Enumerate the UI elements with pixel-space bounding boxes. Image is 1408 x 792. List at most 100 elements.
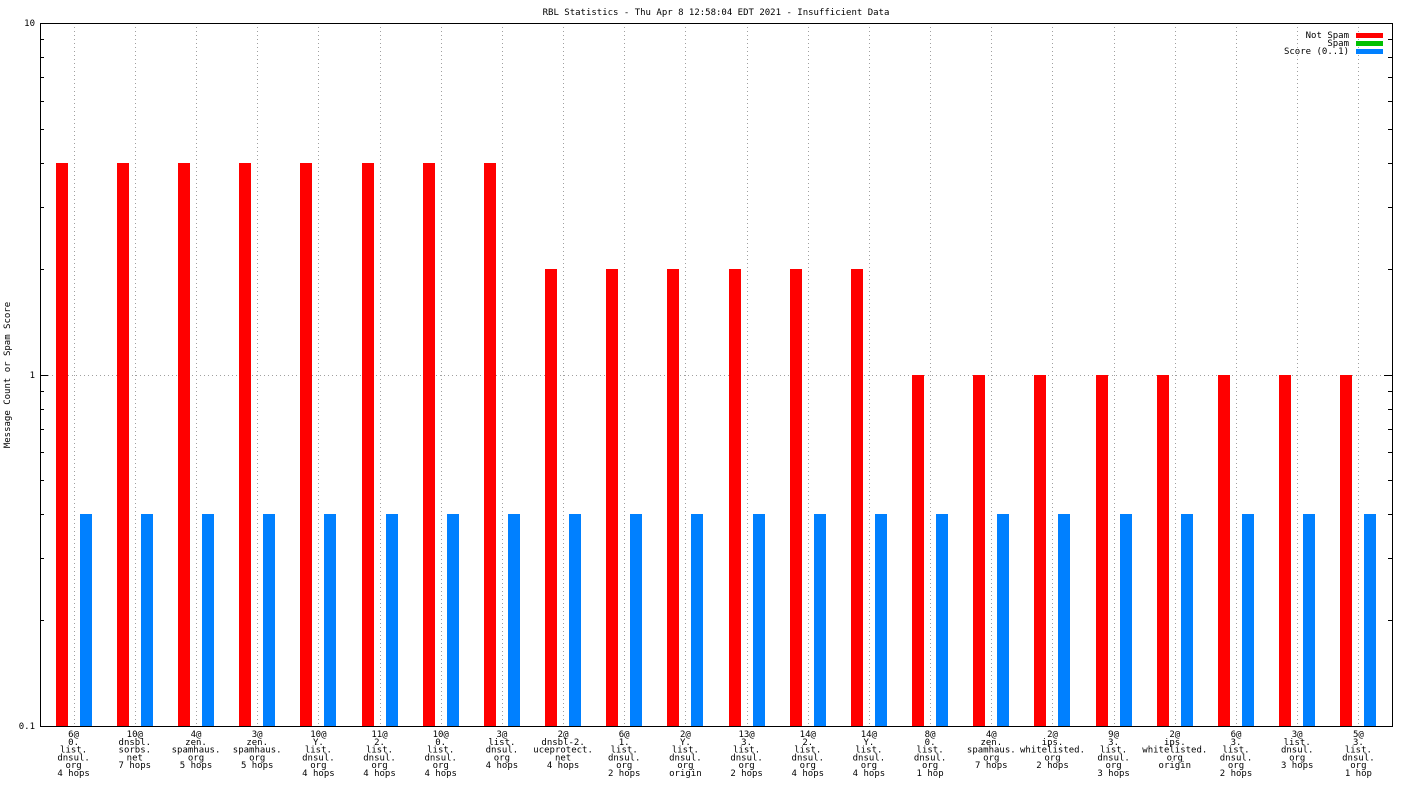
bar-score-0-1 — [1242, 514, 1254, 726]
x-tick-label: 2@ — [1047, 730, 1058, 740]
bar-not-spam — [1157, 375, 1169, 726]
x-tick-label: 3@ — [1292, 730, 1303, 740]
bar-score-0-1 — [1058, 514, 1070, 726]
x-tick-label: 3. — [1353, 738, 1364, 748]
x-tick-label: list. — [855, 746, 882, 756]
x-tick-label: 11@ — [371, 730, 388, 740]
bar-not-spam — [239, 163, 251, 726]
x-tick-label: list. — [1284, 738, 1311, 748]
x-tick-label: 4 hops — [547, 761, 580, 771]
bar-not-spam — [851, 269, 863, 726]
x-tick-label: 4 hops — [853, 769, 886, 779]
x-tick-label: 2 hops — [608, 769, 641, 779]
x-tick-label: org — [433, 761, 449, 771]
bar-score-0-1 — [141, 514, 153, 726]
x-tick-label: list. — [733, 746, 760, 756]
x-tick-label: zen. — [980, 738, 1002, 748]
x-tick-label: 2. — [374, 738, 385, 748]
x-tick-label: spamhaus. — [172, 746, 221, 756]
bar-score-0-1 — [1181, 514, 1193, 726]
x-tick-label: 7 hops — [119, 761, 152, 771]
x-tick-label: sorbs. — [119, 746, 152, 756]
x-tick-label: whitelisted. — [1020, 746, 1085, 756]
x-tick-label: spamhaus. — [967, 746, 1016, 756]
bar-not-spam — [606, 269, 618, 726]
x-tick-label: list. — [305, 746, 332, 756]
x-tick-label: org — [1167, 753, 1183, 763]
bar-not-spam — [790, 269, 802, 726]
x-tick-label: org — [738, 761, 754, 771]
bars — [56, 163, 1376, 726]
bar-not-spam — [973, 375, 985, 726]
x-tick-label: ips. — [1164, 738, 1186, 748]
bar-score-0-1 — [936, 514, 948, 726]
x-tick-label: org — [616, 761, 632, 771]
x-tick-label: 2@ — [680, 730, 691, 740]
bar-score-0-1 — [753, 514, 765, 726]
bar-score-0-1 — [1303, 514, 1315, 726]
x-tick-label: 4 hops — [57, 769, 90, 779]
x-tick-label: 3 hops — [1281, 761, 1314, 771]
x-tick-label: org — [983, 753, 999, 763]
bar-not-spam — [1096, 375, 1108, 726]
x-tick-label: net — [127, 753, 143, 763]
x-tick-label: org — [1350, 761, 1366, 771]
bar-not-spam — [117, 163, 129, 726]
x-tick-label: Y. — [863, 738, 874, 748]
x-tick-label: 1 hop — [917, 769, 944, 779]
x-tick-label: list. — [794, 746, 821, 756]
x-tick-label: 3. — [1108, 738, 1119, 748]
x-tick-label: list. — [1100, 746, 1127, 756]
legend-swatch — [1356, 41, 1383, 46]
x-tick-label: 8@ — [925, 730, 936, 740]
x-tick-label: 3@ — [496, 730, 507, 740]
x-tick-label: 4 hops — [792, 769, 825, 779]
x-tick-label: dnsul. — [1220, 753, 1253, 763]
legend-swatch — [1356, 49, 1383, 54]
x-tick-label: dnsul. — [1342, 753, 1375, 763]
x-tick-label: net — [555, 753, 571, 763]
bar-not-spam — [912, 375, 924, 726]
x-tick-label: 3@ — [252, 730, 263, 740]
x-tick-label: 1 hop — [1345, 769, 1372, 779]
x-tick-label: dnsul. — [608, 753, 641, 763]
bar-score-0-1 — [1120, 514, 1132, 726]
bar-not-spam — [423, 163, 435, 726]
bar-not-spam — [362, 163, 374, 726]
x-tick-label: 14@ — [800, 730, 817, 740]
x-tick-label: 6@ — [619, 730, 630, 740]
x-tick-label: origin — [669, 769, 702, 779]
x-tick-label: 3 hops — [1097, 769, 1130, 779]
x-tick-label: dnsbl. — [119, 738, 152, 748]
x-tick-label: dnsul. — [363, 753, 396, 763]
x-tick-label: zen. — [185, 738, 207, 748]
x-tick-label: zen. — [246, 738, 268, 748]
x-tick-label: org — [494, 753, 510, 763]
bar-score-0-1 — [508, 514, 520, 726]
x-tick-label: 5@ — [1353, 730, 1364, 740]
x-tick-label: 5 hops — [180, 761, 213, 771]
legend-label: Not Spam — [1306, 31, 1349, 41]
x-tick-label: 4@ — [986, 730, 997, 740]
x-tick-label: dnsul. — [730, 753, 763, 763]
bar-not-spam — [300, 163, 312, 726]
x-tick-label: list. — [672, 746, 699, 756]
bar-score-0-1 — [691, 514, 703, 726]
y-tick-label: 10 — [24, 19, 35, 29]
x-tick-label: 3. — [741, 738, 752, 748]
bar-score-0-1 — [997, 514, 1009, 726]
bar-not-spam — [56, 163, 68, 726]
x-tick-label: 10@ — [127, 730, 144, 740]
bar-not-spam — [1034, 375, 1046, 726]
x-tick-label: 10@ — [310, 730, 327, 740]
grid-layer — [40, 23, 1392, 726]
x-tick-label: 2 hops — [730, 769, 763, 779]
x-tick-label: list. — [1222, 746, 1249, 756]
x-tick-label: 3. — [1231, 738, 1242, 748]
x-tick-label: origin — [1159, 761, 1192, 771]
x-tick-label: 6@ — [1231, 730, 1242, 740]
x-tick-label: org — [1044, 753, 1060, 763]
x-tick-label: 1. — [619, 738, 630, 748]
x-tick-label: 2@ — [1169, 730, 1180, 740]
